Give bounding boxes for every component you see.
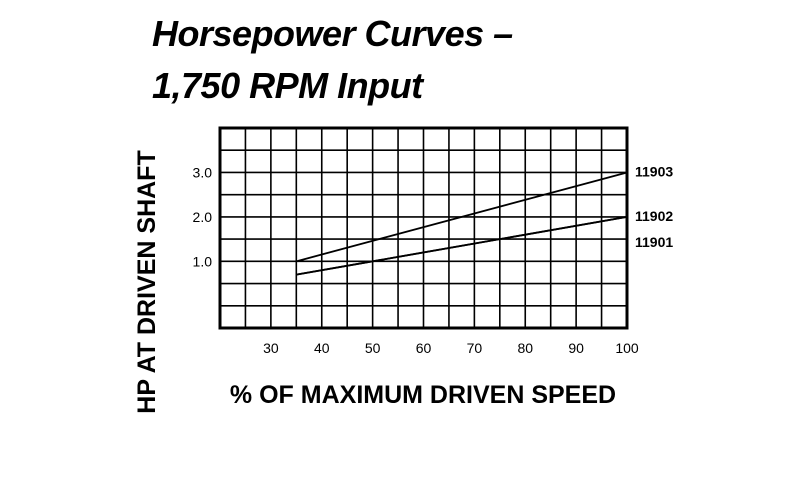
y-tick-label: 2.0 — [193, 209, 213, 225]
y-axis-title: HP AT DRIVEN SHAFT — [133, 150, 161, 413]
x-tick-label: 90 — [568, 340, 584, 356]
x-tick-label: 80 — [517, 340, 533, 356]
x-tick-label: 30 — [263, 340, 279, 356]
x-tick-label: 70 — [467, 340, 483, 356]
chart-title-line-2: 1,750 RPM Input — [152, 65, 423, 106]
series-labels: 11903 11902 11901 — [635, 163, 673, 249]
series-label: 11903 — [635, 163, 673, 179]
x-tick-labels: 30 40 50 60 70 80 90 100 — [263, 340, 639, 356]
x-tick-label: 100 — [615, 340, 639, 356]
series-label: 11902 — [635, 208, 673, 224]
x-tick-label: 60 — [416, 340, 432, 356]
series-label: 11901 — [635, 234, 673, 250]
plot-frame — [218, 126, 629, 330]
y-tick-label: 3.0 — [193, 164, 213, 180]
x-tick-label: 50 — [365, 340, 381, 356]
y-tick-label: 1.0 — [193, 253, 213, 269]
series-lines — [296, 171, 628, 276]
chart-title-line-1: Horsepower Curves – — [152, 13, 513, 54]
x-tick-label: 40 — [314, 340, 330, 356]
series-line — [296, 216, 628, 276]
x-axis-title: % OF MAXIMUM DRIVEN SPEED — [230, 381, 616, 409]
y-tick-labels: 1.0 2.0 3.0 — [193, 164, 213, 269]
series-line — [296, 171, 628, 263]
